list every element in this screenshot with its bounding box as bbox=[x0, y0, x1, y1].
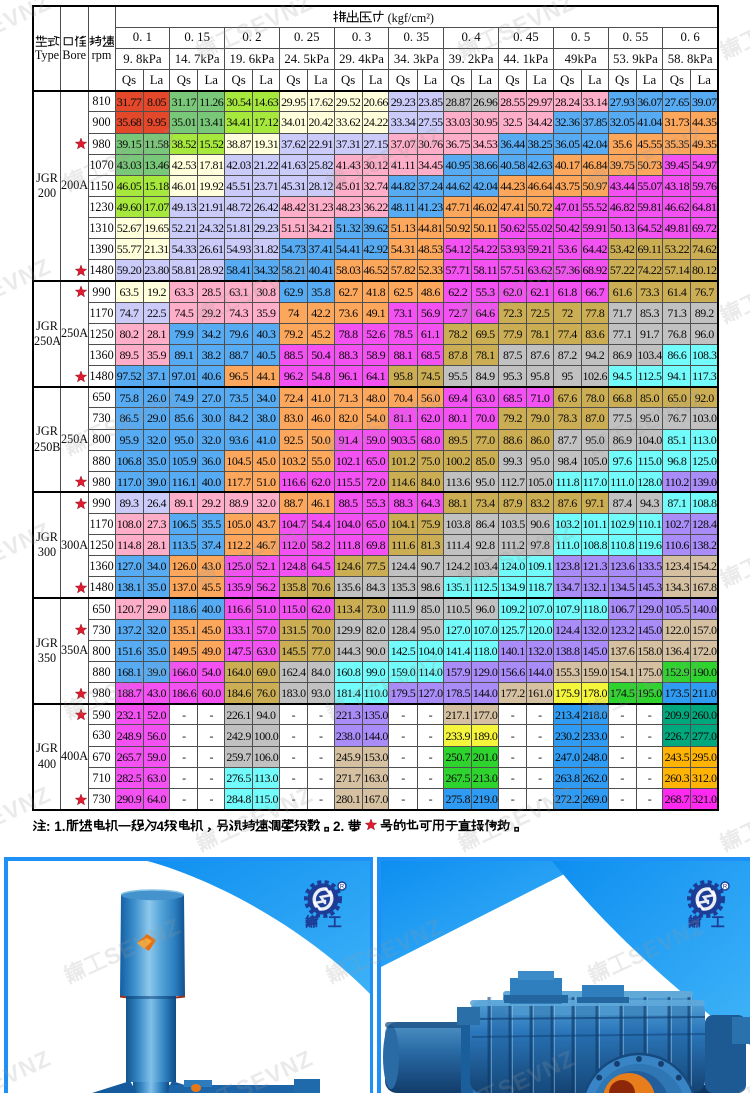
svg-text:R: R bbox=[340, 884, 345, 890]
svg-text:R: R bbox=[723, 884, 728, 890]
